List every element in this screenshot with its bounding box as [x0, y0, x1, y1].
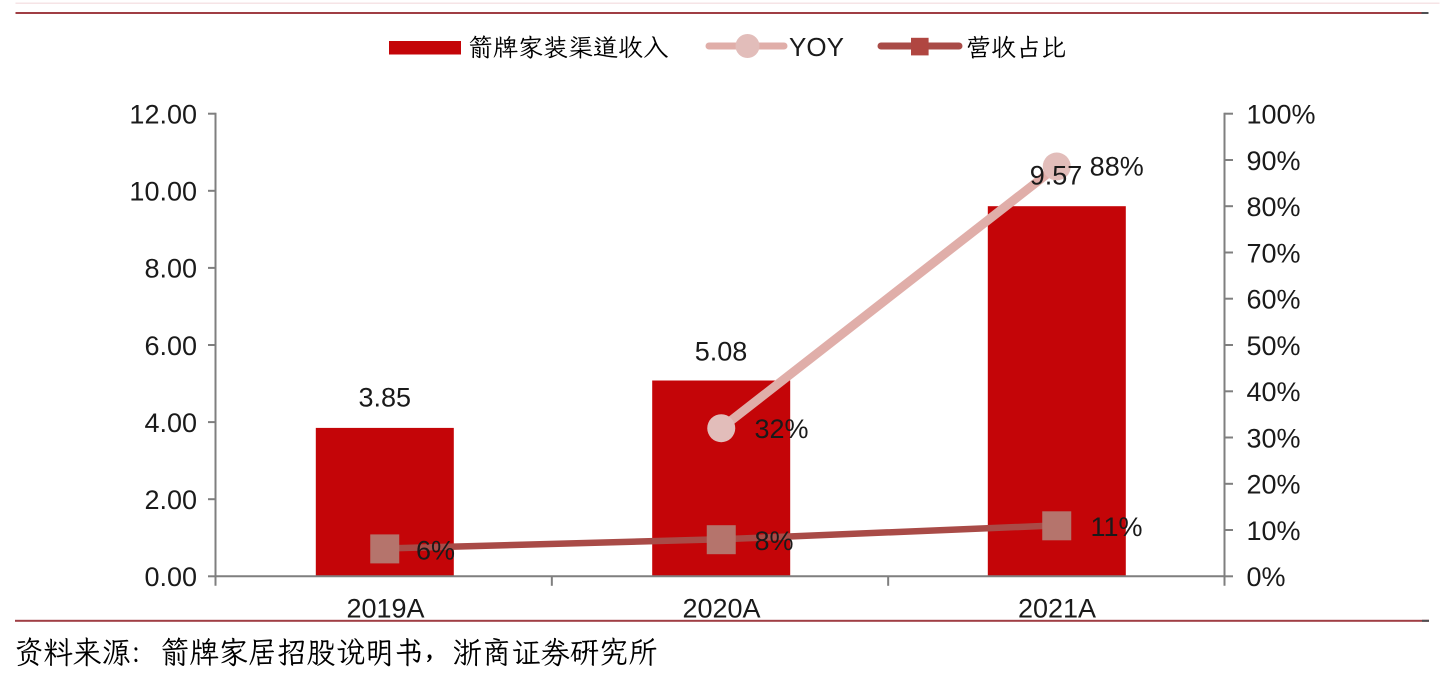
- svg-text:8.00: 8.00: [144, 254, 197, 284]
- svg-text:4.00: 4.00: [144, 408, 197, 438]
- svg-text:12.00: 12.00: [129, 100, 197, 130]
- svg-text:100%: 100%: [1247, 100, 1316, 130]
- svg-text:10%: 10%: [1247, 516, 1301, 546]
- svg-text:10.00: 10.00: [129, 177, 197, 207]
- svg-text:2.00: 2.00: [144, 485, 197, 515]
- svg-text:6%: 6%: [416, 536, 455, 566]
- svg-text:3.85: 3.85: [358, 382, 411, 412]
- svg-text:70%: 70%: [1247, 238, 1301, 268]
- svg-text:90%: 90%: [1247, 146, 1301, 176]
- svg-text:5.08: 5.08: [695, 336, 748, 366]
- svg-text:20%: 20%: [1247, 470, 1301, 500]
- svg-text:40%: 40%: [1247, 377, 1301, 407]
- svg-text:88%: 88%: [1090, 151, 1144, 181]
- svg-text:9.57: 9.57: [1030, 161, 1083, 191]
- svg-text:80%: 80%: [1247, 192, 1301, 222]
- svg-text:2021A: 2021A: [1018, 593, 1096, 623]
- svg-text:2020A: 2020A: [682, 593, 760, 623]
- svg-text:6.00: 6.00: [144, 331, 197, 361]
- svg-text:8%: 8%: [754, 526, 793, 556]
- svg-text:32%: 32%: [754, 414, 808, 444]
- svg-text:0%: 0%: [1247, 562, 1286, 592]
- svg-text:60%: 60%: [1247, 285, 1301, 315]
- svg-text:0.00: 0.00: [144, 562, 197, 592]
- svg-text:11%: 11%: [1090, 512, 1142, 542]
- svg-text:50%: 50%: [1247, 331, 1301, 361]
- svg-text:2019A: 2019A: [346, 593, 424, 623]
- svg-text:30%: 30%: [1247, 423, 1301, 453]
- svg-text:YOY: YOY: [789, 32, 844, 62]
